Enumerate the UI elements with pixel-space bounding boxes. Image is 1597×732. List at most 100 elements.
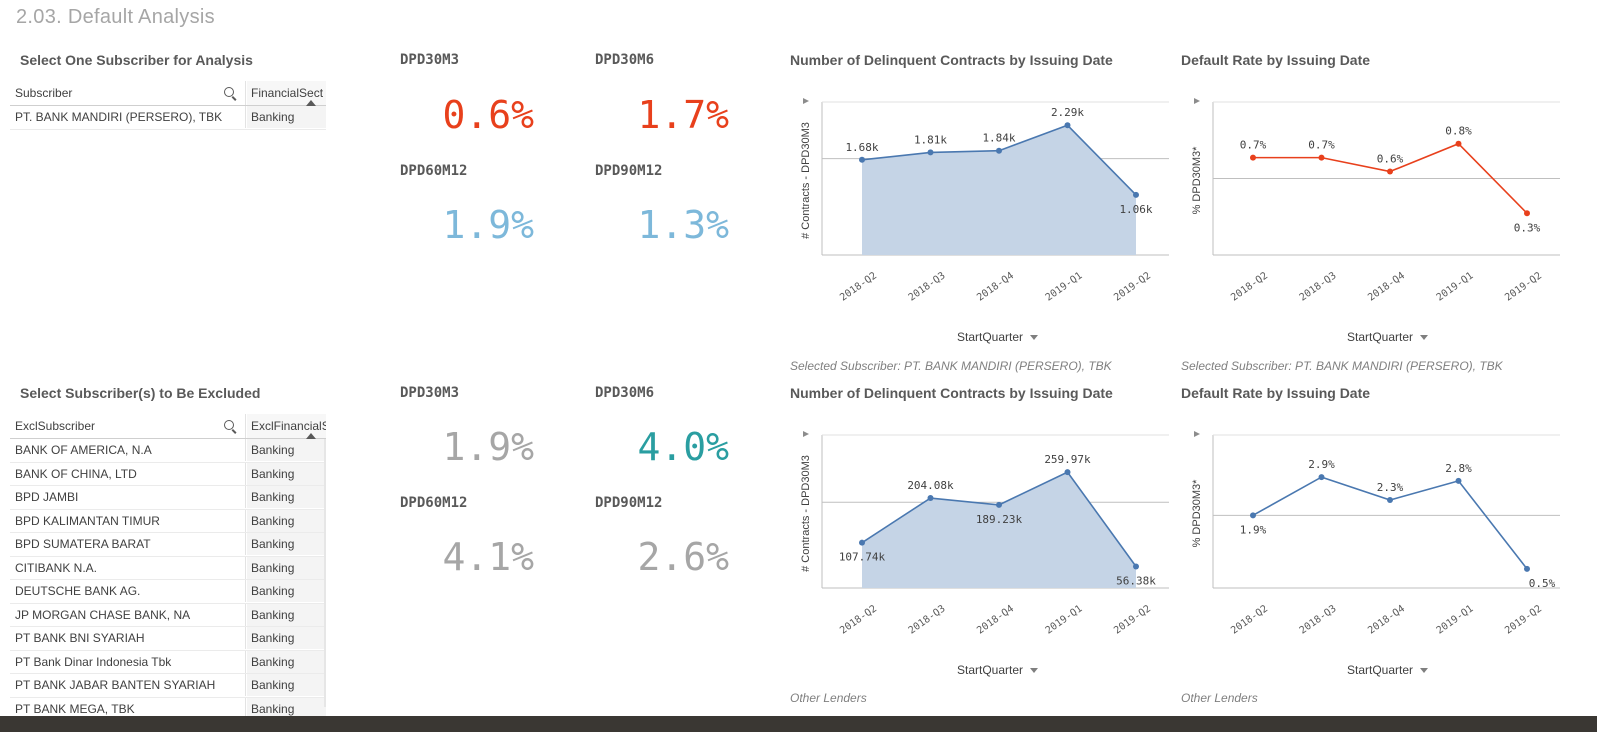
table-row[interactable]: PT. BANK MANDIRI (PERSERO), TBK Banking [10, 106, 326, 130]
expand-arrow-icon[interactable] [803, 98, 809, 104]
table-scrollbar[interactable] [324, 439, 326, 707]
kpi-label-dpd90m12: DPD90M12 [595, 163, 663, 179]
subscriber-name-cell[interactable]: PT Bank Dinar Indonesia Tbk [10, 650, 246, 673]
kpi-value-dpd60m12[interactable]: 4.1% [442, 535, 534, 579]
table-row[interactable]: PT BANK BNI SYARIAH Banking [10, 627, 326, 651]
data-point[interactable] [1133, 563, 1139, 570]
subscriber-name-cell[interactable]: PT BANK JABAR BANTEN SYARIAH [10, 674, 246, 696]
table-row[interactable]: BANK OF AMERICA, N.A Banking [10, 439, 326, 463]
subscriber-name-cell[interactable]: JP MORGAN CHASE BANK, NA [10, 603, 246, 626]
data-point[interactable] [1387, 497, 1393, 504]
data-point[interactable] [859, 156, 865, 163]
sort-ascending-icon[interactable] [306, 100, 316, 106]
chart-caption: Selected Subscriber: PT. BANK MANDIRI (P… [790, 359, 1112, 373]
expand-arrow-icon[interactable] [1194, 98, 1200, 104]
sector-cell[interactable]: Banking [247, 650, 326, 673]
expand-arrow-icon[interactable] [803, 431, 809, 437]
sector-cell[interactable]: Banking [247, 603, 326, 626]
data-point[interactable] [1387, 168, 1393, 175]
kpi-value-dpd30m6[interactable]: 4.0% [637, 425, 729, 469]
search-icon[interactable] [224, 420, 234, 430]
data-point[interactable] [1250, 512, 1256, 519]
kpi-value-dpd90m12[interactable]: 2.6% [637, 535, 729, 579]
sector-cell[interactable]: Banking [247, 533, 326, 555]
sector-cell[interactable]: Banking [247, 674, 326, 696]
table-row[interactable]: BPD SUMATERA BARAT Banking [10, 533, 326, 557]
default-rate-line-chart[interactable]: 1.9% 2.9% 2.3% 2.8% 0.5% 2018-Q2 2018-Q3 2018-Q… [1186, 423, 1566, 663]
table-row[interactable]: DEUTSCHE BANK AG. Banking [10, 580, 326, 604]
data-point[interactable] [859, 539, 865, 546]
chevron-down-icon[interactable] [1420, 668, 1429, 674]
chart-title: Default Rate by Issuing Date [1181, 385, 1371, 401]
x-tick-label: 2019-Q2 [1503, 603, 1544, 636]
subscriber-name-cell[interactable]: BANK OF CHINA, LTD [10, 462, 246, 485]
table-row[interactable]: BPD KALIMANTAN TIMUR Banking [10, 509, 326, 533]
default-rate-line-chart[interactable]: 0.7% 0.7% 0.6% 0.8% 0.3% 2018-Q2 2018-Q3 2018-Q… [1186, 90, 1566, 330]
table-row[interactable]: PT BANK JABAR BANTEN SYARIAH Banking [10, 674, 326, 698]
contracts-area-chart[interactable]: 107.74k 204.08k 189.23k 259.97k 56.38k 2018-Q… [795, 423, 1175, 663]
kpi-value-dpd90m12[interactable]: 1.3% [637, 203, 729, 247]
subscriber-name-cell[interactable]: BPD SUMATERA BARAT [10, 533, 246, 555]
data-point[interactable] [1455, 477, 1462, 484]
data-point[interactable] [1133, 191, 1139, 198]
sector-cell[interactable]: Banking [247, 627, 326, 649]
subscriber-name-cell[interactable]: PT BANK BNI SYARIAH [10, 627, 246, 649]
sector-cell[interactable]: Banking [247, 580, 326, 602]
kpi-value-dpd30m3[interactable]: 0.6% [442, 93, 534, 137]
contracts-area-chart[interactable]: 1.68k 1.81k 1.84k 2.29k 1.06k 2018-Q2 2018-Q3 2… [795, 90, 1175, 330]
table-row[interactable]: BPD JAMBI Banking [10, 486, 326, 510]
sector-cell[interactable]: Banking [247, 509, 326, 532]
kpi-value-dpd30m6[interactable]: 1.7% [637, 93, 729, 137]
data-point[interactable] [1524, 210, 1530, 217]
data-point[interactable] [927, 149, 934, 156]
sector-cell[interactable]: Banking [247, 486, 326, 508]
subscriber-column-header[interactable]: Subscriber [10, 81, 246, 105]
excl-subscriber-column-header[interactable]: ExclSubscriber [10, 414, 246, 438]
data-point[interactable] [1455, 140, 1462, 147]
sector-cell[interactable]: Banking [247, 439, 326, 461]
subscriber-name-cell[interactable]: DEUTSCHE BANK AG. [10, 580, 246, 602]
data-point[interactable] [1524, 565, 1530, 572]
sector-cell[interactable]: Banking [247, 697, 326, 720]
subscriber-name-cell[interactable]: BPD KALIMANTAN TIMUR [10, 509, 246, 532]
data-point[interactable] [1250, 154, 1256, 161]
table-row[interactable]: BANK OF CHINA, LTD Banking [10, 462, 326, 486]
data-label: 2.8% [1445, 462, 1472, 475]
chevron-down-icon[interactable] [1030, 335, 1039, 341]
sort-ascending-icon[interactable] [306, 433, 316, 439]
table-row[interactable]: CITIBANK N.A. Banking [10, 556, 326, 580]
kpi-value-dpd30m3[interactable]: 1.9% [442, 425, 534, 469]
x-tick-label: 2018-Q2 [838, 603, 879, 636]
select-subscriber-title: Select One Subscriber for Analysis [20, 52, 253, 68]
dimension-selector[interactable]: StartQuarter [957, 663, 1039, 677]
y-axis-label: % DPD30M3* [1191, 146, 1203, 215]
dimension-selector[interactable]: StartQuarter [957, 330, 1039, 344]
data-point[interactable] [1318, 154, 1325, 161]
table-row[interactable]: PT Bank Dinar Indonesia Tbk Banking [10, 650, 326, 674]
sector-cell[interactable]: Banking [247, 106, 326, 128]
chevron-down-icon[interactable] [1420, 335, 1429, 341]
table-row[interactable]: JP MORGAN CHASE BANK, NA Banking [10, 603, 326, 627]
kpi-label-dpd30m3: DPD30M3 [400, 385, 460, 401]
data-point[interactable] [1064, 469, 1071, 476]
kpi-value-dpd60m12[interactable]: 1.9% [442, 203, 534, 247]
data-point[interactable] [996, 147, 1002, 154]
subscriber-name-cell[interactable]: PT. BANK MANDIRI (PERSERO), TBK [10, 106, 246, 128]
sector-cell[interactable]: Banking [247, 556, 326, 579]
data-point[interactable] [1064, 122, 1071, 129]
chevron-down-icon[interactable] [1030, 668, 1039, 674]
dimension-selector[interactable]: StartQuarter [1347, 663, 1429, 677]
sector-cell[interactable]: Banking [247, 462, 326, 485]
subscriber-name-cell[interactable]: BPD JAMBI [10, 486, 246, 508]
subscriber-name-cell[interactable]: CITIBANK N.A. [10, 556, 246, 579]
dimension-selector[interactable]: StartQuarter [1347, 330, 1429, 344]
data-point[interactable] [927, 495, 934, 502]
data-point[interactable] [996, 501, 1002, 508]
subscriber-name-cell[interactable]: PT BANK MEGA, TBK [10, 697, 246, 720]
financial-sector-column-header[interactable]: FinancialSect [247, 81, 326, 105]
subscriber-name-cell[interactable]: BANK OF AMERICA, N.A [10, 439, 246, 461]
data-label: 2.9% [1308, 458, 1335, 471]
expand-arrow-icon[interactable] [1194, 431, 1200, 437]
data-point[interactable] [1318, 474, 1325, 481]
search-icon[interactable] [224, 87, 234, 97]
